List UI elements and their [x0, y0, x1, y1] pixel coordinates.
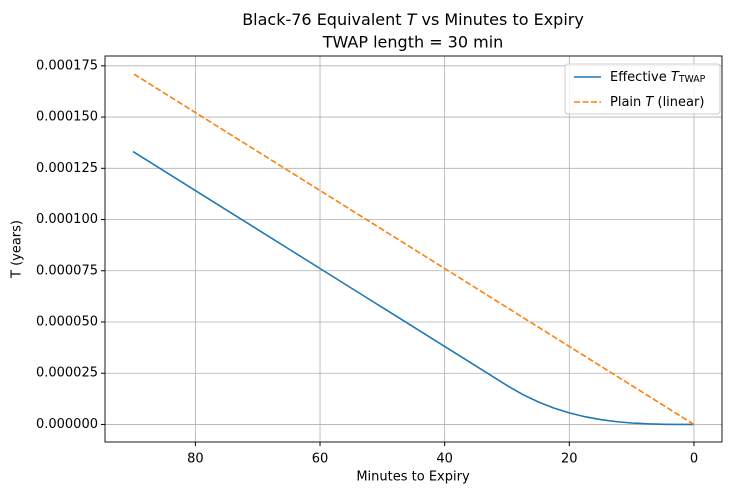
- axes-frame: [104, 55, 723, 443]
- y-tick-label: 0.000175: [36, 58, 98, 73]
- y-tick-label: 0.000075: [36, 263, 98, 278]
- x-tick-label: 40: [436, 452, 453, 467]
- legend-box: [564, 63, 721, 115]
- x-tick-label: 0: [690, 452, 698, 467]
- y-tick-label: 0.000125: [36, 161, 98, 176]
- y-tick-label: 0.000025: [36, 366, 98, 381]
- y-tick-label: 0.000100: [36, 212, 98, 227]
- y-axis-label: T (years): [10, 220, 25, 279]
- x-tick-label: 60: [312, 452, 329, 467]
- y-tick-label: 0.000150: [36, 110, 98, 125]
- x-tick-label: 80: [187, 452, 204, 467]
- line: [132, 72, 695, 426]
- legend-label: Plain T (linear): [610, 95, 704, 110]
- chart-title: Black-76 Equivalent T vs Minutes to Expi…: [242, 10, 584, 29]
- y-tick-label: 0.000000: [36, 417, 98, 432]
- legend-label: Effective TTWAP​: [610, 70, 706, 85]
- x-axis-label: Minutes to Expiry: [356, 470, 470, 485]
- line: [132, 150, 694, 426]
- chart-subtitle: TWAP length = 30 min: [322, 33, 504, 52]
- y-tick-label: 0.000050: [36, 314, 98, 329]
- x-tick-label: 20: [561, 452, 578, 467]
